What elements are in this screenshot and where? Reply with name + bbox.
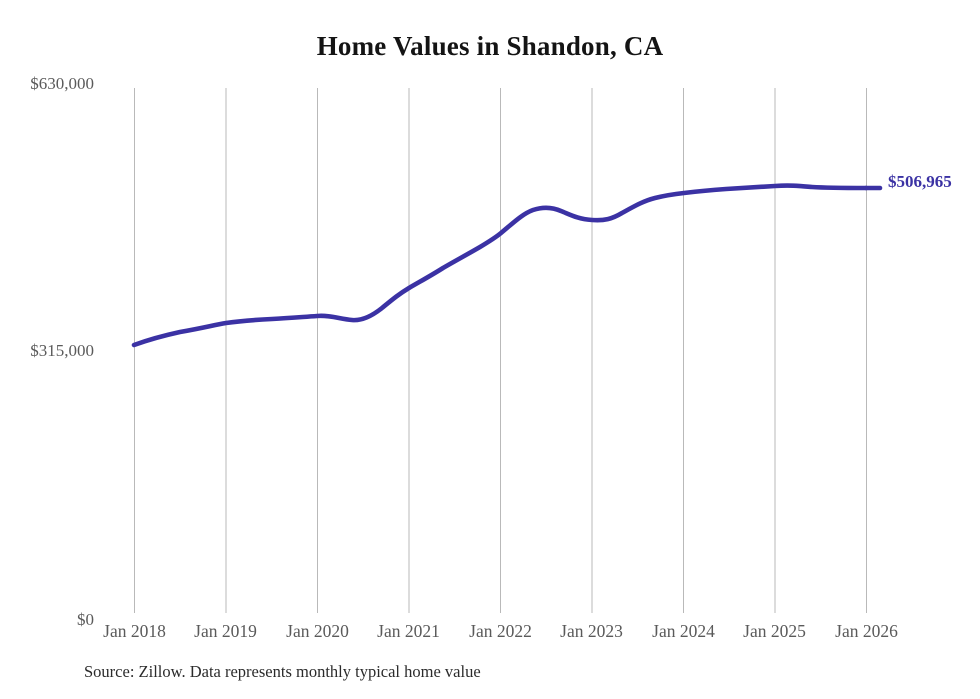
home-value-line: [131, 183, 869, 348]
end-value-annotation: $506,965: [888, 172, 952, 191]
x-tick-label-jan-2024: Jan 2024: [652, 621, 715, 641]
x-tick-label-jan-2026: Jan 2026: [835, 621, 898, 641]
x-tick-label-jan-2025: Jan 2025: [743, 621, 806, 641]
x-tick-label-jan-2022: Jan 2022: [469, 621, 532, 641]
source-note: Source: Zillow. Data represents monthly …: [84, 662, 481, 681]
x-tick-label-jan-2020: Jan 2020: [286, 621, 349, 641]
x-tick-label-jan-2021: Jan 2021: [377, 621, 440, 641]
y-tick-label-315000: $315,000: [30, 341, 94, 360]
gridlines: [134, 88, 867, 613]
y-tick-label-630000: $630,000: [30, 74, 94, 93]
x-tick-label-jan-2019: Jan 2019: [194, 621, 257, 641]
chart-title: Home Values in Shandon, CA: [316, 31, 664, 61]
x-tick-label-jan-2018: Jan 2018: [103, 621, 166, 641]
y-tick-label-0: $0: [77, 610, 94, 629]
x-tick-label-jan-2023: Jan 2023: [560, 621, 623, 641]
